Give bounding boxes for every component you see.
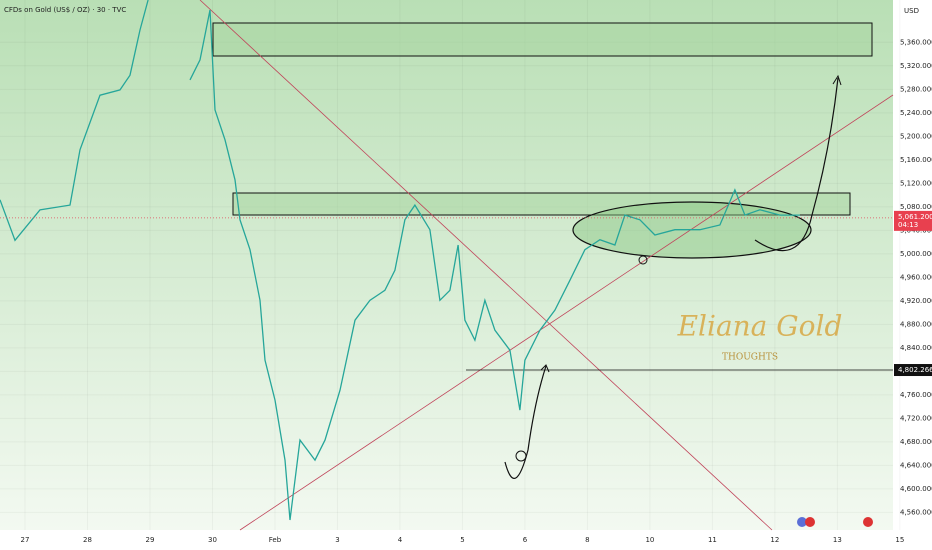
y-tick-label: 5,080.000	[900, 203, 932, 211]
plot-background	[0, 0, 893, 530]
y-tick-label: 5,280.000	[900, 85, 932, 93]
currency: USD	[904, 7, 919, 15]
arrow-head	[832, 74, 842, 86]
y-tick-label: 5,360.000	[900, 38, 932, 46]
x-tick-label: 8	[585, 536, 589, 544]
x-tick-label: 3	[335, 536, 339, 544]
y-tick-label: 5,200.000	[900, 132, 932, 140]
x-tick-label: 13	[833, 536, 842, 544]
x-tick-label: Feb	[269, 536, 282, 544]
y-tick-label: 5,120.000	[900, 179, 932, 187]
x-tick-label: 11	[708, 536, 717, 544]
last-price-box	[894, 210, 932, 231]
price-line	[0, 0, 800, 521]
symbol-title: CFDs on Gold (US$ / OZ) · 30 · TVC	[4, 6, 126, 14]
y-tick-label: 5,160.000	[900, 156, 932, 164]
y-tick-label: 4,880.000	[900, 320, 932, 328]
arrow-path	[754, 77, 839, 251]
x-tick-label: 10	[645, 536, 654, 544]
y-tick-label: 4,680.000	[900, 438, 932, 446]
y-tick-label: 4,600.000	[900, 485, 932, 493]
trend-line	[239, 94, 894, 531]
trend-line	[199, 0, 773, 531]
level-label: 4,802.266	[898, 366, 932, 374]
time-axis	[0, 530, 893, 550]
x-tick-label: 30	[208, 536, 217, 544]
countdown: 04:13	[898, 221, 918, 229]
supply-zone	[212, 22, 873, 57]
y-tick-label: 4,920.000	[900, 297, 932, 305]
x-tick-label: 6	[523, 536, 528, 544]
x-tick-label: 29	[146, 536, 155, 544]
resistance-zone	[232, 192, 851, 216]
watermark-name: Eliana Gold	[677, 310, 843, 343]
event-icon	[863, 517, 873, 527]
y-tick-label: 4,840.000	[900, 344, 932, 352]
x-tick-label: 28	[83, 536, 92, 544]
x-tick-label: 27	[21, 536, 30, 544]
x-tick-label: 15	[895, 536, 904, 544]
event-icon	[805, 517, 815, 527]
price-axis	[893, 0, 932, 550]
y-tick-label: 5,320.000	[900, 62, 932, 70]
arrow-head	[540, 364, 550, 373]
y-tick-label: 5,000.000	[900, 250, 932, 258]
event-icon	[797, 517, 807, 527]
x-tick-label: 5	[460, 536, 464, 544]
y-tick-label: 5,240.000	[900, 109, 932, 117]
marker-circle	[638, 255, 648, 265]
y-tick-label: 4,560.000	[900, 508, 932, 516]
x-tick-label: 4	[398, 536, 403, 544]
y-tick-label: 4,760.000	[900, 391, 932, 399]
last-price-label: 5,061.200	[898, 213, 932, 221]
watermark-tagline: THOUGHTS	[722, 353, 778, 363]
y-tick-label: 4,960.000	[900, 273, 932, 281]
arrow-path	[504, 365, 547, 479]
x-tick-label: 12	[770, 536, 779, 544]
y-tick-label: 4,640.000	[900, 461, 932, 469]
level-box	[894, 364, 932, 377]
y-tick-label: 4,720.000	[900, 414, 932, 422]
